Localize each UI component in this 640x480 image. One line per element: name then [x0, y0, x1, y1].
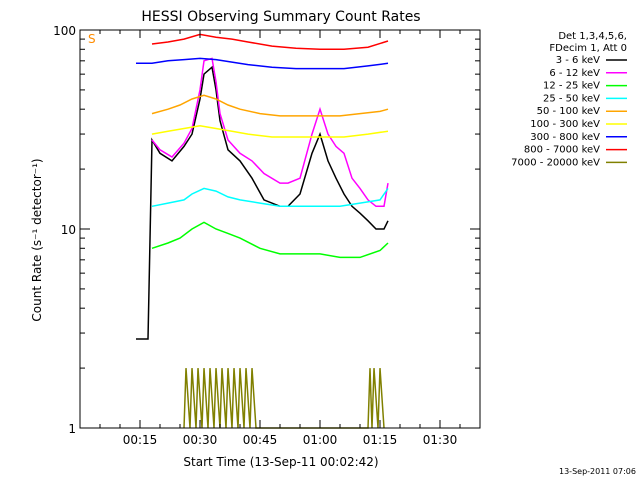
series-line	[136, 57, 389, 70]
legend: Det 1,3,4,5,6, FDecim 1, Att 0 3 - 6 keV…	[511, 31, 627, 168]
legend-header-line-1: Det 1,3,4,5,6,	[558, 31, 627, 42]
y-tick-label: 100	[53, 24, 76, 38]
series-line	[136, 65, 389, 340]
legend-label: 300 - 800 keV	[530, 132, 600, 143]
x-axis-label: Start Time (13-Sep-11 00:02:42)	[183, 455, 378, 469]
x-tick-label: 00:45	[243, 433, 278, 447]
y-tick-label: 10	[61, 223, 76, 237]
series-line	[151, 187, 389, 208]
legend-label: 6 - 12 keV	[549, 68, 600, 79]
legend-label: 800 - 7000 keV	[524, 145, 600, 156]
series-line	[151, 94, 389, 117]
legend-header-line-2: FDecim 1, Att 0	[549, 43, 627, 54]
plot-frame	[79, 29, 481, 429]
y-axis-label: Count Rate (s⁻¹ detector⁻¹)	[30, 158, 44, 321]
x-tick-label: 00:15	[123, 433, 158, 447]
y-tick-label: 1	[68, 422, 76, 436]
x-tick-label: 01:15	[363, 433, 398, 447]
series-line	[151, 57, 389, 208]
plot-area	[136, 33, 389, 429]
chart-title: HESSI Observing Summary Count Rates	[141, 9, 420, 25]
legend-label: 12 - 25 keV	[543, 81, 600, 92]
x-tick-label: 01:30	[423, 433, 458, 447]
x-tick-label: 01:00	[303, 433, 338, 447]
legend-label: 7000 - 20000 keV	[511, 157, 600, 168]
x-tick-label: 00:30	[183, 433, 218, 447]
series-line	[151, 221, 389, 259]
legend-label: 100 - 300 keV	[530, 119, 600, 130]
x-axis-ticks: 00:15 00:30 00:45 01:00 01:15 01:30	[99, 30, 461, 447]
series-line	[151, 33, 389, 51]
legend-label: 3 - 6 keV	[556, 55, 600, 66]
series-line	[151, 125, 389, 138]
y-axis-ticks: 1 10 100	[53, 24, 480, 436]
corner-marker: S	[88, 32, 96, 46]
series-line	[183, 368, 385, 429]
legend-label: 25 - 50 keV	[543, 93, 600, 104]
legend-label: 50 - 100 keV	[537, 106, 601, 117]
timestamp: 13-Sep-2011 07:06	[559, 467, 636, 476]
